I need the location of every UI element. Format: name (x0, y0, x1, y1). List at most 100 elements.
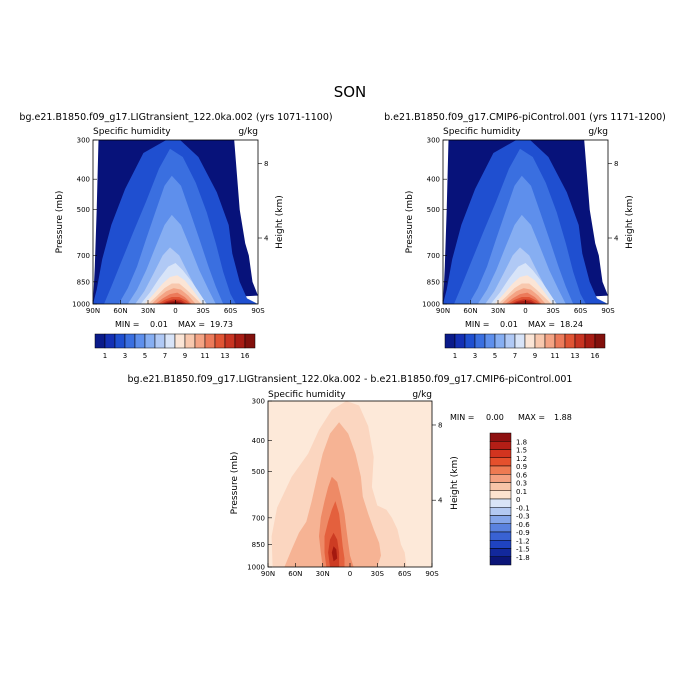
colorbar-tick-label: 0 (516, 496, 520, 504)
y-tick-label: 500 (252, 468, 265, 476)
colorbar-swatch (94, 333, 106, 349)
colorbar-swatch (244, 333, 256, 349)
y-tick-label: 700 (252, 514, 265, 522)
colorbar-tick-label: -0.6 (516, 521, 530, 529)
y-tick-label: 500 (77, 206, 90, 214)
colorbar-swatch (444, 333, 456, 349)
colorbar-swatch (489, 556, 512, 566)
colorbar-tick-label: -0.1 (516, 504, 530, 512)
colorbar-1: 1 3 5 7 9 11 13 16 (94, 333, 256, 360)
x-tick-label: 0 (348, 570, 352, 578)
y-tick-label: 400 (77, 176, 90, 184)
max-value-3: 1.88 (554, 413, 572, 422)
y2-axis-label-2: Height (km) (625, 195, 635, 249)
y-tick-label: 850 (252, 541, 265, 549)
x-tick-label: 90N (86, 307, 100, 315)
variable-label-1: Specific humidity (93, 127, 171, 137)
colorbar-swatch (489, 441, 512, 450)
colorbar-swatch (204, 333, 216, 349)
colorbar-swatch (489, 515, 512, 524)
y-tick-label: 850 (77, 278, 90, 286)
contour-level-1p5 (331, 546, 338, 562)
colorbar-swatch (144, 333, 156, 349)
contour-level-13 (512, 300, 536, 304)
x-tick-label: 60N (463, 307, 477, 315)
y-axis-label-1: Pressure (mb) (55, 191, 65, 254)
y-tick-label: 300 (252, 398, 265, 406)
y-axis-label-2: Pressure (mb) (405, 191, 415, 254)
units-label-3: g/kg (412, 390, 432, 400)
y-tick-label: 850 (427, 278, 440, 286)
colorbar-tick-label: 1 (103, 352, 107, 360)
x-tick-label: 60S (224, 307, 238, 315)
x-tick-label: 30S (196, 307, 210, 315)
colorbar-swatch (474, 333, 486, 349)
colorbar-tick-label: 0.9 (516, 463, 527, 471)
colorbar-swatch (524, 333, 536, 349)
colorbar-swatch (489, 474, 512, 483)
colorbar-tick-label: -0.3 (516, 513, 530, 521)
contour-field (443, 140, 608, 304)
colorbar-swatch (489, 449, 512, 458)
y-axis-label-3: Pressure (mb) (230, 452, 240, 515)
variable-label-2: Specific humidity (443, 127, 521, 137)
colorbar-swatch (174, 333, 186, 349)
y-tick-label: 700 (427, 252, 440, 260)
y-tick-label: 1000 (422, 301, 440, 309)
units-label-2: g/kg (588, 127, 608, 137)
colorbar-swatch (489, 432, 512, 442)
x-tick-label: 60S (398, 570, 412, 578)
x-tick-label: 30N (316, 570, 330, 578)
max-label-3: MAX = (518, 413, 545, 422)
contour-field (93, 140, 258, 304)
colorbar-swatch (489, 507, 512, 516)
min-label-3: MIN = (450, 413, 475, 422)
colorbar-tick-label: 13 (571, 352, 580, 360)
colorbar-swatch (544, 333, 556, 349)
colorbar-tick-label: -1.8 (516, 554, 530, 562)
x-tick-label: 30N (141, 307, 155, 315)
colorbar-swatch (489, 548, 512, 557)
x-tick-label: 0 (523, 307, 527, 315)
colorbar-swatch (114, 333, 126, 349)
x-tick-label: 60N (288, 570, 302, 578)
x-tick-label: 90S (251, 307, 265, 315)
panel-title-2: b.e21.B1850.f09_g17.CMIP6-piControl.001 … (384, 112, 666, 123)
variable-label-3: Specific humidity (268, 390, 346, 400)
figure-title: SON (334, 83, 367, 101)
colorbar-swatch (489, 540, 512, 549)
colorbar-tick-label: 7 (163, 352, 167, 360)
y-tick-label: 300 (77, 137, 90, 145)
colorbar-tick-label: 16 (241, 352, 250, 360)
y-tick-label: 1000 (247, 564, 265, 572)
colorbar-tick-label: 1 (453, 352, 457, 360)
min-label-1: MIN = (115, 320, 140, 329)
max-value-2: 18.24 (560, 320, 583, 329)
y-tick-label: 1000 (72, 301, 90, 309)
colorbar-swatch (584, 333, 596, 349)
colorbar-tick-label: 9 (533, 352, 537, 360)
min-value-1: 0.01 (150, 320, 168, 329)
heatmap-panel-2: 300 400 500 700 850 1000 8 4 90N 60N 30N 0 30S 60S 90S (422, 137, 619, 316)
colorbar-swatch (574, 333, 586, 349)
colorbar-tick-label: 7 (513, 352, 517, 360)
max-value-1: 19.73 (210, 320, 233, 329)
colorbar-tick-label: 0.3 (516, 480, 527, 488)
colorbar-swatch (489, 465, 512, 475)
colorbar-2: 1 3 5 7 9 11 13 16 (444, 333, 606, 360)
x-tick-label: 90S (601, 307, 615, 315)
x-tick-label: 60S (574, 307, 588, 315)
y-tick-label: 700 (77, 252, 90, 260)
y2-tick-label: 8 (614, 160, 618, 168)
colorbar-swatch (489, 482, 512, 491)
y-tick-label: 400 (427, 176, 440, 184)
colorbar-swatch (164, 333, 176, 349)
colorbar-swatch (154, 333, 166, 349)
contour-field (268, 401, 432, 567)
colorbar-tick-label: 11 (551, 352, 560, 360)
colorbar-swatch (234, 333, 246, 349)
y2-tick-label: 8 (264, 160, 268, 168)
panel-title-3: bg.e21.B1850.f09_g17.LIGtransient_122.0k… (128, 374, 573, 385)
colorbar-swatch (489, 490, 512, 500)
